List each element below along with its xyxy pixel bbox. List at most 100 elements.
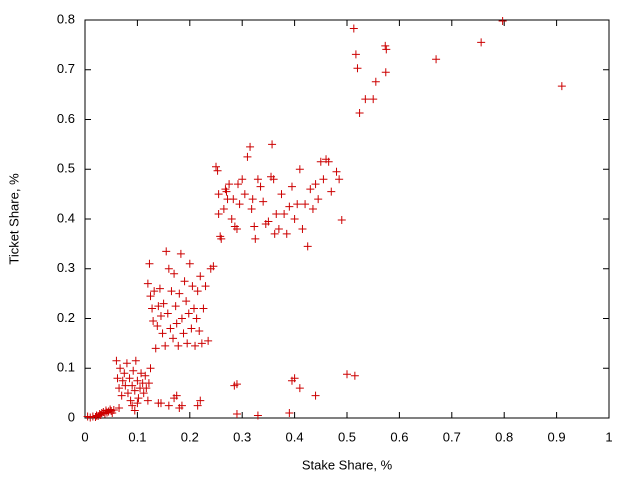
point (130, 406, 139, 415)
point (109, 406, 118, 415)
point (179, 329, 188, 338)
point (229, 195, 238, 204)
point (184, 309, 193, 318)
point (156, 399, 165, 408)
point (335, 175, 344, 184)
point (183, 339, 192, 348)
point (171, 302, 180, 311)
point (290, 374, 299, 383)
point (133, 399, 142, 408)
point (247, 205, 256, 214)
point (253, 411, 262, 420)
plot-frame (84, 19, 610, 419)
point (158, 329, 167, 338)
point (149, 316, 158, 325)
point (280, 210, 289, 219)
point (137, 369, 146, 378)
y-tick-label: 0.8 (57, 11, 75, 26)
point (269, 175, 278, 184)
point (145, 259, 154, 268)
point (83, 412, 92, 421)
point (146, 364, 155, 373)
point (240, 190, 249, 199)
point (130, 386, 139, 395)
point (351, 50, 360, 59)
point (143, 396, 152, 405)
point (214, 210, 223, 219)
point (314, 195, 323, 204)
point (308, 205, 317, 214)
y-tick-label: 0.6 (57, 111, 75, 126)
point (327, 187, 336, 196)
point (163, 309, 172, 318)
point (201, 282, 210, 291)
point (277, 190, 286, 199)
point (170, 269, 179, 278)
point (332, 167, 341, 176)
point (116, 364, 125, 373)
y-tick-label: 0.7 (57, 61, 75, 76)
point (235, 200, 244, 209)
y-tick-label: 0.4 (57, 210, 75, 225)
point (209, 262, 218, 271)
point (256, 182, 265, 191)
y-tick-label: 0.3 (57, 260, 75, 275)
point (213, 166, 222, 175)
point (306, 185, 315, 194)
x-tick-label: 1 (605, 429, 612, 444)
point (298, 224, 307, 233)
point (121, 381, 130, 390)
point (175, 289, 184, 298)
x-tick-label: 0.4 (286, 429, 304, 444)
point (139, 389, 148, 398)
point (115, 404, 124, 413)
point (214, 190, 223, 199)
point (131, 356, 140, 365)
point (159, 299, 168, 308)
point (295, 165, 304, 174)
point (259, 197, 268, 206)
point (196, 396, 205, 405)
point (301, 200, 310, 209)
point (227, 215, 236, 223)
point (232, 410, 241, 419)
point (120, 369, 129, 378)
point (162, 247, 171, 256)
point (272, 210, 281, 219)
point (141, 371, 150, 380)
point (195, 326, 204, 335)
point (112, 356, 121, 365)
point (382, 45, 391, 54)
point (282, 229, 291, 238)
point (191, 341, 200, 350)
x-tick-label: 0.1 (128, 429, 146, 444)
point (381, 41, 390, 50)
point (212, 162, 220, 171)
point (153, 321, 162, 330)
point (142, 384, 151, 393)
point (477, 38, 486, 47)
point (176, 249, 185, 258)
point (125, 374, 134, 383)
point (316, 157, 325, 166)
point (264, 217, 273, 226)
point (177, 401, 186, 410)
point (182, 297, 191, 306)
point (193, 287, 202, 296)
point (161, 341, 170, 350)
point (234, 180, 243, 189)
x-tick-label: 0 (81, 429, 88, 444)
point (197, 339, 206, 348)
point (113, 374, 122, 383)
point (350, 371, 359, 380)
point (243, 152, 252, 161)
point (371, 77, 380, 86)
point (193, 401, 202, 410)
point (192, 314, 201, 323)
point (369, 95, 378, 104)
x-tick-label: 0.7 (443, 429, 461, 444)
y-axis-label: Ticket Share, % (6, 173, 21, 265)
point (166, 324, 175, 333)
point (134, 394, 143, 403)
point (274, 224, 283, 233)
